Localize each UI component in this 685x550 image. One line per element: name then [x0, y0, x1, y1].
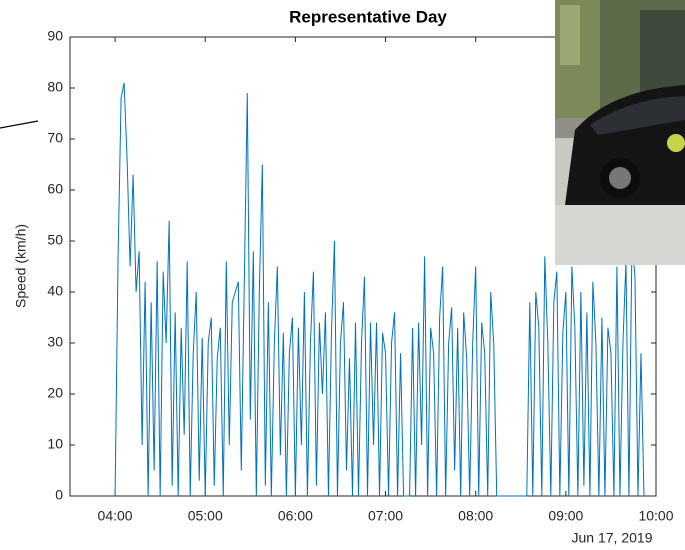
y-tick-label: 40	[47, 283, 63, 299]
x-tick-label: 06:00	[278, 508, 313, 524]
chart: Representative Day Speed (km/h) Jun 17, …	[0, 0, 685, 550]
photo	[555, 0, 685, 265]
x-tick-label: 04:00	[98, 508, 133, 524]
y-tick-label: 30	[47, 334, 63, 350]
x-tick-label: 10:00	[638, 508, 673, 524]
x-tick-label: 08:00	[458, 508, 493, 524]
y-tick-label: 60	[47, 181, 63, 197]
x-tick-label: 07:00	[368, 508, 403, 524]
x-tick-label: 09:00	[548, 508, 583, 524]
y-tick-label: 0	[55, 487, 63, 503]
chart-title: Representative Day	[289, 7, 447, 26]
x-tick-label: 05:00	[188, 508, 223, 524]
y-tick-label: 10	[47, 436, 63, 452]
annotation-line	[0, 121, 38, 128]
page: Representative Day Speed (km/h) Jun 17, …	[0, 0, 685, 550]
y-tick-label: 90	[47, 28, 63, 44]
y-tick-label: 70	[47, 130, 63, 146]
y-tick-label: 50	[47, 232, 63, 248]
y-axis-label: Speed (km/h)	[13, 224, 29, 308]
y-tick-label: 80	[47, 79, 63, 95]
y-tick-label: 20	[47, 385, 63, 401]
date-label: Jun 17, 2019	[572, 530, 653, 546]
